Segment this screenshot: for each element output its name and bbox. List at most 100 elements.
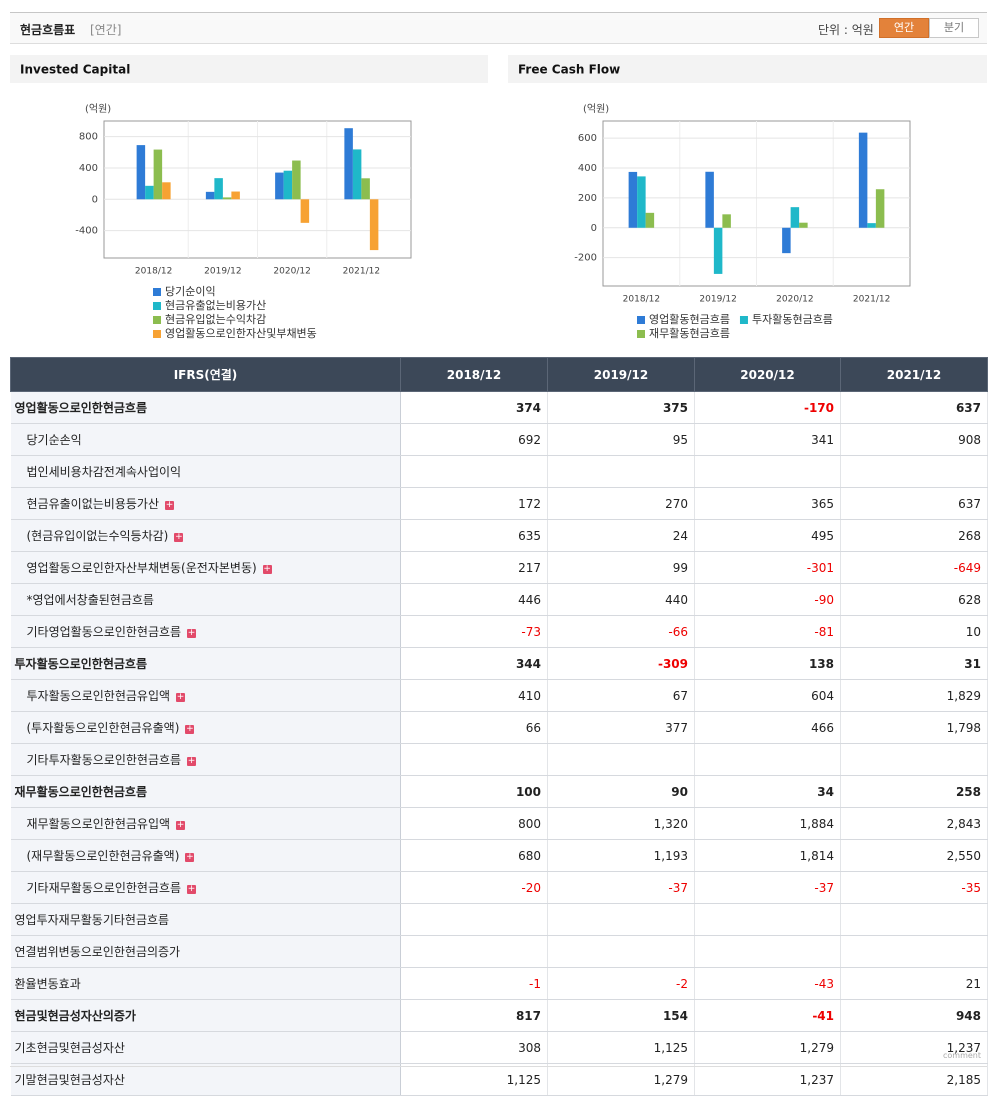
x-tick-label: 2020/12 [273, 267, 310, 277]
y-tick-label: 600 [578, 133, 597, 144]
expand-icon[interactable]: + [262, 564, 272, 574]
legend-label: 재무활동현금흐름 [649, 326, 730, 340]
cell-value: -301 [806, 560, 834, 575]
cell-value: 138 [808, 656, 834, 671]
y-tick-label: -400 [75, 226, 98, 237]
cell-value: 800 [518, 816, 541, 831]
expand-icon[interactable]: + [176, 820, 186, 830]
value-cell: 628 [840, 583, 988, 616]
column-header: IFRS(연결) [10, 357, 401, 392]
value-cell [400, 455, 548, 488]
cell-value: 1,884 [799, 816, 834, 831]
cell-value: -309 [657, 656, 688, 671]
value-cell: -81 [694, 615, 841, 648]
value-cell: -20 [400, 871, 548, 904]
row-label-cell: 법인세비용차감전계속사업이익 [10, 455, 401, 488]
expand-icon[interactable]: + [164, 500, 174, 510]
value-cell [840, 935, 988, 968]
y-tick-label: 400 [578, 163, 597, 174]
bar [300, 199, 310, 223]
bar [352, 149, 362, 200]
expand-icon[interactable]: + [176, 692, 186, 702]
bar [222, 197, 232, 200]
table-row: 환율변동효과 -1 -2 -43 21 [10, 967, 988, 1000]
row-label-cell: *영업에서창출된현금흐름 [10, 583, 401, 616]
expand-icon[interactable]: + [187, 628, 197, 638]
value-cell: 1,814 [694, 839, 841, 872]
x-tick-label: 2021/12 [853, 295, 890, 305]
value-cell [547, 935, 695, 968]
value-cell [400, 903, 548, 936]
period-tab[interactable]: 연간 [879, 18, 929, 38]
value-cell: 410 [400, 679, 548, 712]
cell-value: 1,814 [799, 848, 834, 863]
cell-value: 308 [518, 1040, 541, 1055]
column-header: 2020/12 [694, 357, 841, 392]
table-row: 기초현금및현금성자산 308 1,125 1,279 1,237 [10, 1031, 988, 1064]
value-cell [400, 935, 548, 968]
value-cell: -301 [694, 551, 841, 584]
cell-value: -73 [521, 624, 541, 639]
expand-icon[interactable]: + [174, 532, 184, 542]
row-label-cell: 영업활동으로인한자산부채변동(운전자본변동) + [10, 551, 401, 584]
table-row: 법인세비용차감전계속사업이익 [10, 455, 988, 488]
table-row: 현금유출이없는비용등가산 +172 270 365 637 [10, 487, 988, 520]
value-cell: 375 [547, 391, 695, 424]
value-cell: 1,237 [840, 1031, 988, 1064]
row-label: 환율변동효과 [14, 977, 81, 991]
row-label: 당기순손익 [26, 433, 82, 447]
value-cell: 817 [400, 999, 548, 1032]
value-cell [400, 743, 548, 776]
cell-value: -81 [814, 624, 834, 639]
bar [136, 145, 146, 200]
cell-value: 365 [811, 496, 834, 511]
cell-value: 377 [665, 720, 688, 735]
expand-icon[interactable]: + [187, 756, 197, 766]
row-label: 기타재무활동으로인한현금흐름 [26, 881, 182, 895]
value-cell: 344 [400, 647, 548, 680]
value-cell: -73 [400, 615, 548, 648]
row-label: 재무활동으로인한현금흐름 [14, 785, 147, 799]
cell-value: -90 [814, 592, 834, 607]
bar [867, 223, 876, 228]
bar [369, 199, 379, 251]
row-label-cell: 기초현금및현금성자산 [10, 1031, 401, 1064]
value-cell: 99 [547, 551, 695, 584]
value-cell: 67 [547, 679, 695, 712]
y-tick-label: 0 [591, 223, 597, 234]
value-cell: 154 [547, 999, 695, 1032]
value-cell [840, 455, 988, 488]
table-row: 기타재무활동으로인한현금흐름 + -20 -37 -37 -35 [10, 871, 988, 904]
expand-icon[interactable]: + [185, 724, 195, 734]
value-cell: 2,550 [840, 839, 988, 872]
row-label: (현금유입이없는수익등차감) [26, 529, 169, 543]
cell-value: 680 [518, 848, 541, 863]
comment-link[interactable]: comment [942, 1051, 981, 1060]
cell-value: 1,125 [653, 1040, 688, 1055]
cell-value: 440 [665, 592, 688, 607]
period-tab[interactable]: 분기 [929, 18, 979, 38]
cell-value: 217 [518, 560, 541, 575]
table-row: 재무활동으로인한현금유입액 +800 1,320 1,884 2,843 [10, 807, 988, 840]
cell-value: 374 [515, 400, 541, 415]
value-cell: -90 [694, 583, 841, 616]
legend-label: 당기순이익 [165, 285, 216, 298]
cell-value: -170 [803, 400, 834, 415]
table-row: 기타영업활동으로인한현금흐름 + -73 -66 -81 10 [10, 615, 988, 648]
legend-label: 현금유출없는비용가산 [165, 299, 266, 312]
value-cell [840, 903, 988, 936]
row-label-cell: 기타투자활동으로인한현금흐름 + [10, 743, 401, 776]
cell-value: 604 [811, 688, 834, 703]
expand-icon[interactable]: + [185, 852, 195, 862]
value-cell: 948 [840, 999, 988, 1032]
value-cell [547, 455, 695, 488]
value-cell: 172 [400, 487, 548, 520]
expand-icon[interactable]: + [187, 884, 197, 894]
legend-label: 영업활동으로인한자산및부채변동 [165, 326, 317, 340]
legend-label: 투자활동현금흐름 [752, 312, 833, 326]
value-cell: -41 [694, 999, 841, 1032]
value-cell: 440 [547, 583, 695, 616]
cell-value: 2,843 [946, 816, 981, 831]
bar [231, 191, 240, 200]
chart-title: Invested Capital [20, 63, 130, 77]
